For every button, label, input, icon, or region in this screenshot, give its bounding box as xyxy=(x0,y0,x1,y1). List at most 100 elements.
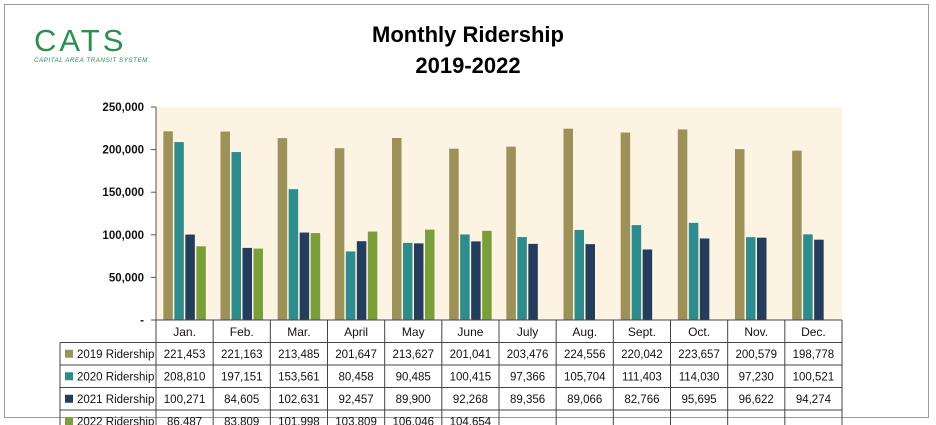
data-label: 84,605 xyxy=(224,394,259,406)
bar-2019-aug xyxy=(563,128,573,320)
bar-2021-sept xyxy=(642,249,653,320)
bar-2022-feb xyxy=(253,248,263,320)
data-label: 114,030 xyxy=(679,371,720,383)
legend-swatch xyxy=(65,349,73,358)
data-label: 94,274 xyxy=(796,394,832,406)
plot-area xyxy=(156,107,842,320)
x-tick-label: Mar. xyxy=(287,325,310,339)
data-label: 201,647 xyxy=(335,349,377,361)
data-label: 80,458 xyxy=(338,371,373,383)
legend-swatch xyxy=(65,417,73,425)
bar-2020-feb xyxy=(231,152,241,320)
data-label: 220,042 xyxy=(621,349,663,361)
y-tick-label: 100,000 xyxy=(102,230,144,242)
bar-2020-mar xyxy=(288,189,299,320)
bar-2022-april xyxy=(367,231,378,320)
logo-text: CATS xyxy=(34,23,127,58)
bar-2021-jan xyxy=(185,234,195,320)
bar-2022-mar xyxy=(310,233,321,320)
bar-2022-may xyxy=(425,229,435,320)
bar-2021-july xyxy=(528,243,538,320)
bar-2021-dec xyxy=(814,239,824,320)
data-label: 92,268 xyxy=(453,394,488,406)
bar-2019-june xyxy=(449,148,459,320)
bar-2022-jan xyxy=(196,246,206,320)
x-tick-label: June xyxy=(457,325,483,339)
legend-label: 2019 Ridership xyxy=(77,349,154,361)
data-label: 221,163 xyxy=(221,349,263,361)
x-tick-label: May xyxy=(402,325,425,339)
bar-2021-mar xyxy=(299,232,310,320)
data-label: 100,521 xyxy=(793,371,835,383)
bar-2020-jan xyxy=(174,142,184,320)
data-label: 104,654 xyxy=(450,416,492,425)
bar-2021-june xyxy=(471,241,481,320)
data-label: 103,809 xyxy=(335,416,377,425)
data-label: 203,476 xyxy=(507,349,549,361)
data-label: 100,415 xyxy=(450,371,492,383)
bar-2021-feb xyxy=(242,247,252,320)
bar-2019-sept xyxy=(620,132,631,320)
data-label: 90,485 xyxy=(396,371,431,383)
bar-2021-oct xyxy=(699,238,710,320)
x-tick-label: Jan. xyxy=(173,325,196,339)
data-label: 197,151 xyxy=(221,371,263,383)
bar-2021-nov xyxy=(757,237,767,320)
data-label: 97,366 xyxy=(510,371,545,383)
y-tick-label: 150,000 xyxy=(102,187,144,199)
x-tick-label: July xyxy=(517,325,538,339)
data-label: 86,487 xyxy=(167,416,202,425)
data-label: 200,579 xyxy=(735,349,777,361)
data-label: 213,627 xyxy=(392,349,434,361)
y-tick-label: 250,000 xyxy=(102,102,144,114)
x-tick-label: Sept. xyxy=(628,325,656,339)
data-label: 97,230 xyxy=(739,371,774,383)
y-tick-label: - xyxy=(140,315,144,327)
x-tick-label: April xyxy=(344,325,368,339)
bar-2021-aug xyxy=(585,244,595,320)
bar-2020-sept xyxy=(631,225,642,320)
data-label: 213,485 xyxy=(278,349,320,361)
bar-2020-june xyxy=(460,234,470,320)
bar-2019-dec xyxy=(792,150,802,320)
bar-2021-april xyxy=(356,241,367,320)
x-tick-label: Aug. xyxy=(572,325,597,339)
y-tick-label: 200,000 xyxy=(102,145,144,157)
y-tick-label: 50,000 xyxy=(109,272,144,284)
cats-logo: CATS CAPITAL AREA TRANSIT SYSTEM xyxy=(34,23,148,65)
bar-2019-may xyxy=(392,137,402,320)
data-label: 201,041 xyxy=(450,349,492,361)
bar-2019-nov xyxy=(735,149,745,320)
data-label: 102,631 xyxy=(278,394,320,406)
bar-2020-oct xyxy=(688,222,699,320)
bar-2021-may xyxy=(414,243,424,320)
bar-2019-feb xyxy=(220,131,230,320)
data-label: 89,900 xyxy=(396,394,431,406)
data-label: 208,810 xyxy=(164,371,206,383)
chart-title: Monthly Ridership xyxy=(372,22,564,47)
data-label: 106,046 xyxy=(392,416,434,425)
logo-subtitle: CAPITAL AREA TRANSIT SYSTEM xyxy=(34,57,148,64)
bar-2020-may xyxy=(403,242,413,320)
legend-label: 2022 Ridership xyxy=(77,416,154,425)
bar-2019-oct xyxy=(677,129,688,320)
data-label: 105,704 xyxy=(564,371,606,383)
x-tick-label: Oct. xyxy=(688,325,710,339)
x-tick-label: Dec. xyxy=(801,325,826,339)
bar-2019-july xyxy=(506,146,516,320)
data-label: 198,778 xyxy=(793,349,835,361)
data-label: 82,766 xyxy=(624,394,659,406)
data-label: 83,809 xyxy=(224,416,259,425)
legend-swatch xyxy=(65,372,73,381)
bar-2020-july xyxy=(517,237,527,320)
data-label: 95,695 xyxy=(681,394,716,406)
x-tick-label: Feb. xyxy=(230,325,254,339)
data-label: 89,356 xyxy=(510,394,545,406)
bar-2020-aug xyxy=(574,229,584,320)
data-label: 221,453 xyxy=(164,349,206,361)
bar-2019-mar xyxy=(277,138,288,320)
data-label: 96,622 xyxy=(739,394,774,406)
data-label: 100,271 xyxy=(164,394,206,406)
legend-label: 2020 Ridership xyxy=(77,371,154,383)
